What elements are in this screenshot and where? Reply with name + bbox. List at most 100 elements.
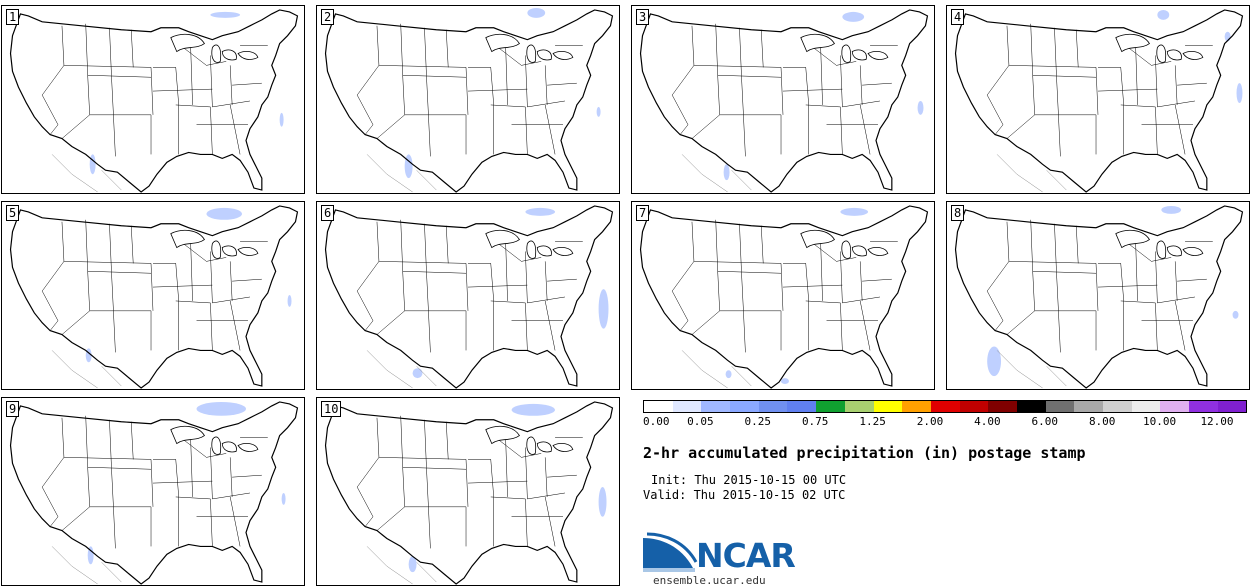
state-border bbox=[61, 75, 90, 139]
state-border bbox=[810, 241, 857, 262]
colorbar-label: 2.00 bbox=[916, 415, 944, 428]
state-border bbox=[210, 251, 213, 303]
state-border bbox=[130, 29, 134, 68]
state-border bbox=[1157, 296, 1196, 304]
map-panel-8: 8 bbox=[946, 201, 1250, 390]
state-border bbox=[61, 271, 90, 335]
state-border bbox=[468, 263, 494, 301]
map-panel-5: 5 bbox=[1, 201, 305, 390]
precip-area bbox=[781, 378, 789, 385]
precip-area bbox=[511, 403, 556, 416]
colorbar-swatch bbox=[1131, 401, 1161, 412]
coastline bbox=[954, 205, 1244, 389]
state-border bbox=[547, 82, 577, 86]
state-border bbox=[495, 45, 542, 66]
panel-number: 9 bbox=[6, 401, 20, 417]
precip-area bbox=[598, 487, 607, 517]
state-border bbox=[376, 467, 405, 531]
colorbar-swatch bbox=[1016, 401, 1046, 412]
state-border bbox=[356, 486, 374, 527]
state-border bbox=[715, 23, 718, 76]
state-border bbox=[356, 290, 374, 331]
state-border bbox=[468, 459, 494, 497]
mexico-border bbox=[366, 350, 437, 389]
state-border bbox=[547, 278, 577, 282]
state-border bbox=[544, 300, 556, 351]
us-map-icon bbox=[9, 401, 299, 585]
map-panel-3: 3 bbox=[631, 5, 935, 194]
state-border bbox=[741, 75, 744, 115]
state-border bbox=[805, 104, 843, 155]
state-border bbox=[402, 75, 467, 78]
state-border bbox=[1006, 271, 1035, 335]
colorbar-swatch bbox=[1103, 401, 1132, 412]
state-border bbox=[61, 467, 90, 531]
state-border bbox=[671, 290, 689, 331]
panel-number: 1 bbox=[6, 9, 20, 25]
state-border bbox=[1075, 225, 1079, 264]
state-border bbox=[1174, 261, 1178, 301]
valid-time: Valid: Thu 2015-10-15 02 UTC bbox=[643, 488, 846, 502]
state-border bbox=[490, 300, 528, 351]
colorbar-label: 12.00 bbox=[1200, 415, 1234, 428]
state-border bbox=[986, 94, 1004, 135]
state-border bbox=[152, 284, 213, 288]
state-border bbox=[544, 65, 548, 105]
map-panel-4: 4 bbox=[946, 5, 1250, 194]
coastline bbox=[639, 205, 929, 389]
panel-number: 6 bbox=[321, 205, 335, 221]
state-border bbox=[150, 67, 154, 115]
colorbar-swatch bbox=[1160, 401, 1190, 412]
state-border bbox=[739, 27, 742, 76]
precip-area bbox=[196, 401, 247, 416]
state-border bbox=[229, 300, 241, 351]
mexico-border bbox=[51, 350, 122, 389]
state-border bbox=[445, 421, 449, 460]
panel-number: 2 bbox=[321, 9, 335, 25]
state-border bbox=[467, 88, 528, 92]
colorbar-label: 0.25 bbox=[744, 415, 772, 428]
precip-area bbox=[1157, 9, 1170, 20]
state-border bbox=[717, 271, 782, 274]
state-border bbox=[743, 114, 746, 157]
state-border bbox=[495, 241, 542, 262]
state-border bbox=[547, 474, 577, 478]
precip-area bbox=[598, 289, 609, 329]
precip-area bbox=[525, 207, 556, 216]
colorbar-swatch bbox=[672, 401, 702, 412]
state-border bbox=[840, 55, 843, 107]
us-map-icon bbox=[954, 205, 1244, 389]
init-time: Init: Thu 2015-10-15 00 UTC bbox=[651, 473, 847, 487]
state-border bbox=[1155, 55, 1158, 107]
state-border bbox=[212, 100, 251, 108]
mexico-border bbox=[996, 154, 1067, 193]
state-border bbox=[41, 486, 59, 527]
state-border bbox=[41, 221, 65, 292]
state-border bbox=[180, 437, 227, 458]
state-border bbox=[356, 221, 380, 292]
panel-number: 4 bbox=[951, 9, 965, 25]
precip-area bbox=[1232, 310, 1239, 319]
coastline bbox=[9, 9, 299, 193]
state-border bbox=[760, 29, 764, 68]
state-border bbox=[671, 221, 695, 292]
state-border bbox=[190, 241, 193, 301]
precip-area bbox=[287, 295, 292, 307]
state-border bbox=[175, 104, 213, 155]
great-lakes bbox=[1115, 33, 1204, 63]
state-border bbox=[229, 496, 241, 547]
panel-number: 8 bbox=[951, 205, 965, 221]
state-border bbox=[180, 45, 227, 66]
state-border bbox=[376, 271, 405, 335]
us-map-icon bbox=[639, 205, 929, 389]
state-border bbox=[527, 492, 566, 500]
colorbar-swatch bbox=[873, 401, 903, 412]
colorbar-swatch bbox=[1217, 401, 1247, 412]
mexico-border bbox=[51, 546, 122, 585]
state-border bbox=[1054, 27, 1057, 76]
colorbar-swatch bbox=[902, 401, 931, 412]
colorbar-swatch bbox=[730, 401, 759, 412]
state-border bbox=[842, 100, 881, 108]
state-border bbox=[544, 457, 548, 497]
state-border bbox=[130, 225, 134, 264]
